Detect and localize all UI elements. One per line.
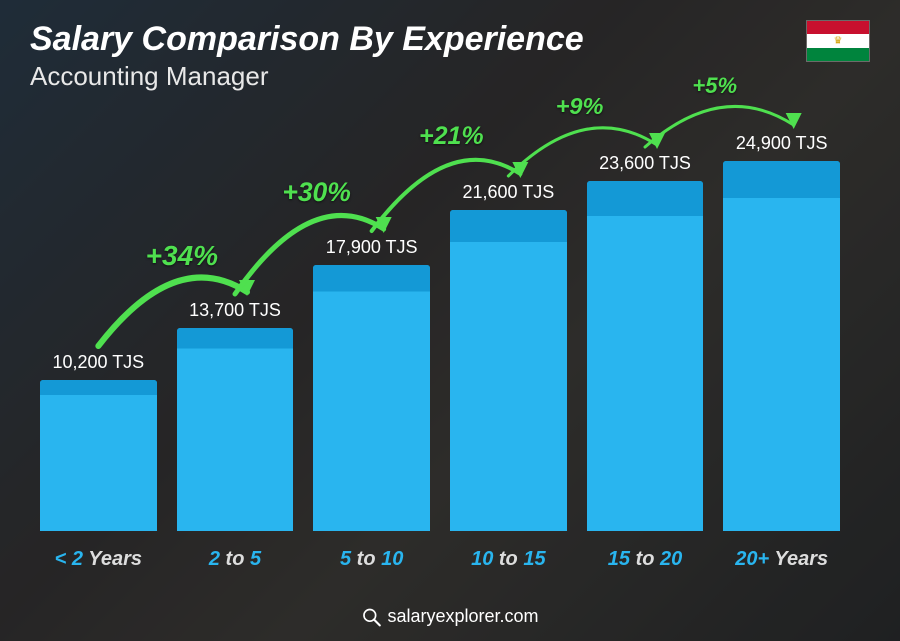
xlabel-highlight: 20 bbox=[660, 548, 682, 570]
xlabel-dim: to bbox=[493, 548, 523, 570]
xlabel-dim: to bbox=[220, 548, 250, 570]
page-title: Salary Comparison By Experience bbox=[30, 20, 870, 59]
x-axis-label: 15 to 20 bbox=[587, 548, 704, 571]
infographic-container: Salary Comparison By Experience Accounti… bbox=[0, 0, 900, 641]
percent-increase-label: +30% bbox=[282, 177, 351, 208]
bar: 13,700 TJS bbox=[177, 328, 294, 531]
xlabel-highlight: 10 bbox=[381, 548, 403, 570]
xlabel-highlight: 5 bbox=[340, 548, 351, 570]
bar-slot: 24,900 TJS bbox=[723, 161, 840, 531]
bar-value-label: 24,900 TJS bbox=[736, 133, 828, 154]
xlabel-dim: to bbox=[630, 548, 660, 570]
bars-region: 10,200 TJS13,700 TJS17,900 TJS21,600 TJS… bbox=[40, 100, 840, 531]
x-axis-labels: < 2 Years2 to 55 to 1010 to 1515 to 2020… bbox=[40, 548, 840, 571]
bar-value-label: 21,600 TJS bbox=[462, 182, 554, 203]
flag-stripe bbox=[807, 21, 869, 34]
magnifier-icon bbox=[361, 607, 381, 627]
percent-increase-label: +21% bbox=[419, 122, 484, 151]
xlabel-dim: Years bbox=[769, 548, 828, 570]
xlabel-highlight: < 2 bbox=[55, 548, 83, 570]
country-flag-tajikistan: ♛ bbox=[806, 20, 870, 62]
x-axis-label: 10 to 15 bbox=[450, 548, 567, 571]
bar-value-label: 17,900 TJS bbox=[326, 237, 418, 258]
bar-slot: 17,900 TJS bbox=[313, 265, 430, 531]
x-axis-label: 5 to 10 bbox=[313, 548, 430, 571]
xlabel-highlight: 15 bbox=[523, 548, 545, 570]
xlabel-dim: to bbox=[351, 548, 381, 570]
xlabel-highlight: 10 bbox=[471, 548, 493, 570]
x-axis-label: < 2 Years bbox=[40, 548, 157, 571]
xlabel-dim: Years bbox=[83, 548, 142, 570]
chart-area: 10,200 TJS13,700 TJS17,900 TJS21,600 TJS… bbox=[40, 100, 840, 571]
bar-value-label: 10,200 TJS bbox=[52, 352, 144, 373]
xlabel-highlight: 15 bbox=[608, 548, 630, 570]
bar: 23,600 TJS bbox=[587, 181, 704, 531]
percent-increase-label: +34% bbox=[146, 240, 218, 272]
bar: 21,600 TJS bbox=[450, 210, 567, 531]
xlabel-highlight: 20+ bbox=[735, 548, 769, 570]
xlabel-highlight: 5 bbox=[250, 548, 261, 570]
header: Salary Comparison By Experience Accounti… bbox=[30, 20, 870, 92]
x-axis-label: 20+ Years bbox=[723, 548, 840, 571]
percent-increase-label: +5% bbox=[692, 73, 737, 99]
page-subtitle: Accounting Manager bbox=[30, 61, 870, 92]
bar-value-label: 23,600 TJS bbox=[599, 153, 691, 174]
x-axis-label: 2 to 5 bbox=[177, 548, 294, 571]
bar: 17,900 TJS bbox=[313, 265, 430, 531]
flag-emblem-icon: ♛ bbox=[834, 36, 843, 47]
bar: 24,900 TJS bbox=[723, 161, 840, 531]
bar-slot: 10,200 TJS bbox=[40, 380, 157, 531]
footer-brand: salaryexplorer.com bbox=[361, 606, 538, 627]
flag-stripe bbox=[807, 48, 869, 61]
bar: 10,200 TJS bbox=[40, 380, 157, 531]
xlabel-highlight: 2 bbox=[209, 548, 220, 570]
footer-text: salaryexplorer.com bbox=[387, 606, 538, 627]
bar-value-label: 13,700 TJS bbox=[189, 300, 281, 321]
bar-slot: 23,600 TJS bbox=[587, 181, 704, 531]
bar-slot: 21,600 TJS bbox=[450, 210, 567, 531]
bar-slot: 13,700 TJS bbox=[177, 328, 294, 531]
percent-increase-label: +9% bbox=[556, 93, 604, 120]
